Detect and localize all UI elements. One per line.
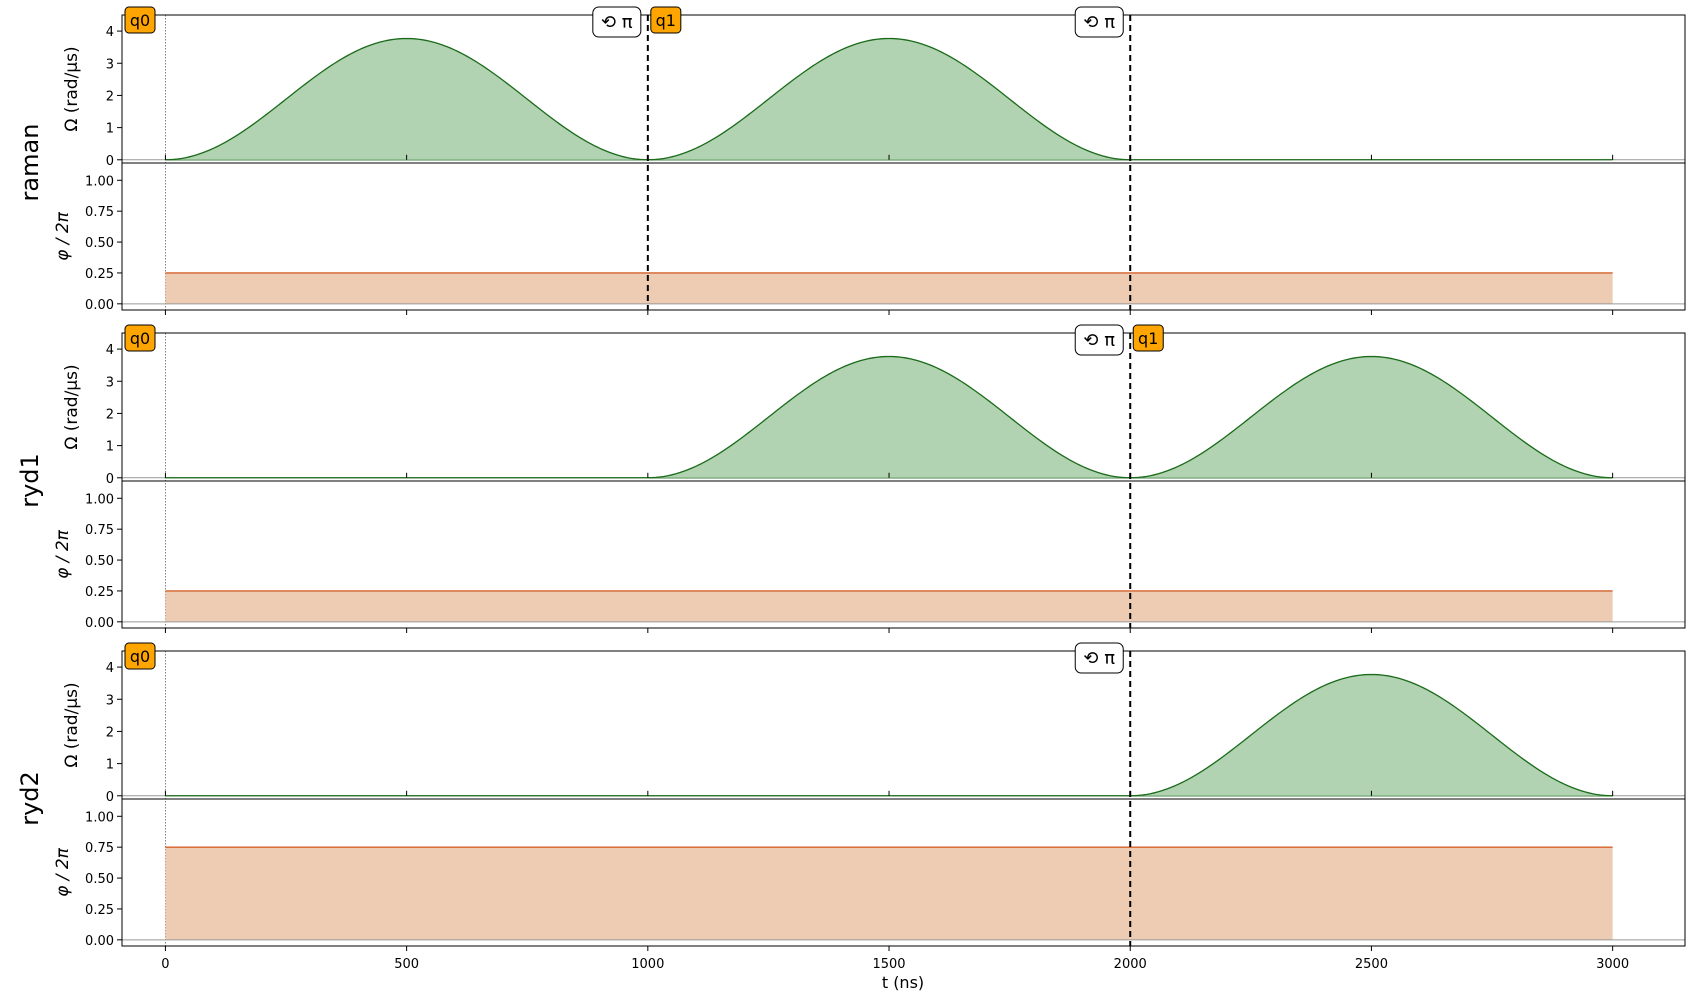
target-box-q1 bbox=[650, 6, 682, 34]
omega-pulse-fill-0 bbox=[647, 356, 1131, 478]
omega-ytick-label: 0 bbox=[106, 472, 114, 487]
channel-block-ryd1: ryd1 0 1 2 3 4 Ω (rad/μs) 0.00 0.25 0.50 0.75 1.00 φ… bbox=[16, 324, 1686, 633]
omega-ytick-label: 3 bbox=[106, 375, 114, 390]
phase-ytick-label: 0.25 bbox=[85, 903, 114, 918]
phase-ytick-label: 0.00 bbox=[85, 616, 114, 631]
target-box-q1 bbox=[1132, 324, 1164, 352]
phase-fill bbox=[165, 590, 1613, 622]
omega-ytick-label: 2 bbox=[106, 89, 114, 104]
phase-shift-box-1 bbox=[1074, 6, 1124, 38]
omega-pulse-line-0 bbox=[1130, 673, 1613, 797]
omega-ytick-label: 3 bbox=[106, 693, 114, 708]
omega-pulse-line-0 bbox=[647, 355, 1131, 479]
xtick-label: 2500 bbox=[1355, 957, 1388, 972]
phase-ytick-label: 0.75 bbox=[85, 841, 114, 856]
phase-ytick-label: 0.25 bbox=[85, 267, 114, 282]
omega-axis-label: Ω (rad/μs) bbox=[62, 682, 82, 767]
omega-ytick-label: 4 bbox=[106, 661, 114, 676]
omega-panel: 0 1 2 3 4 Ω (rad/μs) bbox=[62, 650, 1686, 946]
omega-pulse-line-1 bbox=[1130, 355, 1613, 479]
omega-panel: 0 1 2 3 4 Ω (rad/μs) bbox=[62, 14, 1686, 310]
x-axis-label: t (ns) bbox=[882, 973, 924, 992]
omega-ytick-label: 1 bbox=[106, 758, 114, 773]
phase-panel: 0.00 0.25 0.50 0.75 1.00 φ / 2π bbox=[53, 798, 1686, 951]
phase-axis-label: φ / 2π bbox=[53, 211, 73, 261]
target-label-q0: q0 bbox=[130, 11, 150, 30]
phase-fill bbox=[165, 847, 1613, 940]
channel-block-raman: raman 0 1 2 3 4 Ω (rad/μs) 0.00 0.25 0.50 0.75 1.00… bbox=[16, 6, 1686, 315]
omega-ytick-label: 0 bbox=[106, 154, 114, 169]
phase-axis-label: φ / 2π bbox=[53, 529, 73, 579]
xtick-label: 1000 bbox=[631, 957, 664, 972]
phase-shift-box-0 bbox=[1074, 642, 1124, 674]
target-box-q0 bbox=[124, 642, 156, 670]
omega-ytick-label: 2 bbox=[106, 725, 114, 740]
channel-block-ryd2: ryd2 0 1 2 3 4 Ω (rad/μs) 0.00 0.25 0.50 0.75 1.00 φ… bbox=[16, 642, 1686, 951]
phase-ytick-label: 1.00 bbox=[85, 492, 114, 507]
channel-label-raman: raman bbox=[16, 124, 44, 202]
omega-ytick-label: 4 bbox=[106, 25, 114, 40]
omega-ytick-label: 0 bbox=[106, 790, 114, 805]
phase-ytick-label: 0.50 bbox=[85, 236, 114, 251]
phase-ytick-label: 0.00 bbox=[85, 298, 114, 313]
channel-label-ryd2: ryd2 bbox=[16, 771, 44, 826]
phase-panel: 0.00 0.25 0.50 0.75 1.00 φ / 2π bbox=[53, 480, 1686, 633]
phase-shift-box-0 bbox=[592, 6, 642, 38]
xtick-label: 2000 bbox=[1114, 957, 1147, 972]
phase-ytick-label: 1.00 bbox=[85, 810, 114, 825]
phase-axes-frame bbox=[121, 480, 1686, 629]
omega-ytick-label: 1 bbox=[106, 440, 114, 455]
phase-shift-label-1: ⟲ π bbox=[1083, 12, 1115, 33]
omega-axis-label: Ω (rad/μs) bbox=[62, 364, 82, 449]
phase-axes-frame bbox=[121, 798, 1686, 947]
omega-ytick-label: 2 bbox=[106, 407, 114, 422]
target-label-q1: q1 bbox=[1138, 329, 1158, 348]
phase-axis-label: φ / 2π bbox=[53, 847, 73, 897]
target-label-q0: q0 bbox=[130, 329, 150, 348]
omega-pulse-fill-1 bbox=[647, 38, 1131, 160]
phase-ytick-label: 0.75 bbox=[85, 205, 114, 220]
target-label-q0: q0 bbox=[130, 647, 150, 666]
omega-pulse-fill-0 bbox=[1130, 674, 1613, 796]
phase-shift-label-0: ⟲ π bbox=[1083, 330, 1115, 351]
phase-shift-label-0: ⟲ π bbox=[1083, 648, 1115, 669]
phase-ytick-label: 0.25 bbox=[85, 585, 114, 600]
omega-pulse-fill-1 bbox=[1130, 356, 1613, 478]
xtick-label: 0 bbox=[161, 957, 169, 972]
phase-axes-frame bbox=[121, 162, 1686, 311]
omega-panel: 0 1 2 3 4 Ω (rad/μs) bbox=[62, 332, 1686, 628]
phase-ytick-label: 1.00 bbox=[85, 174, 114, 189]
phase-ytick-label: 0.50 bbox=[85, 554, 114, 569]
omega-ytick-label: 3 bbox=[106, 57, 114, 72]
omega-axis-label: Ω (rad/μs) bbox=[62, 46, 82, 131]
xtick-label: 3000 bbox=[1596, 957, 1629, 972]
phase-ytick-label: 0.75 bbox=[85, 523, 114, 538]
x-axis: 0 500 1000 1500 2000 2500 3000 bbox=[161, 957, 1629, 972]
channel-label-ryd1: ryd1 bbox=[16, 453, 44, 508]
xtick-label: 1500 bbox=[872, 957, 905, 972]
phase-panel: 0.00 0.25 0.50 0.75 1.00 φ / 2π bbox=[53, 162, 1686, 315]
target-box-q0 bbox=[124, 6, 156, 34]
target-box-q0 bbox=[124, 324, 156, 352]
phase-fill bbox=[165, 272, 1613, 304]
omega-ytick-label: 4 bbox=[106, 343, 114, 358]
phase-shift-box-0 bbox=[1074, 324, 1124, 356]
target-label-q1: q1 bbox=[656, 11, 676, 30]
omega-ytick-label: 1 bbox=[106, 122, 114, 137]
omega-pulse-line-1 bbox=[647, 37, 1131, 161]
omega-pulse-line-0 bbox=[165, 37, 648, 161]
phase-shift-label-0: ⟲ π bbox=[601, 12, 633, 33]
phase-ytick-label: 0.50 bbox=[85, 872, 114, 887]
omega-pulse-fill-0 bbox=[165, 38, 648, 160]
phase-ytick-label: 0.00 bbox=[85, 934, 114, 949]
xtick-label: 500 bbox=[394, 957, 419, 972]
